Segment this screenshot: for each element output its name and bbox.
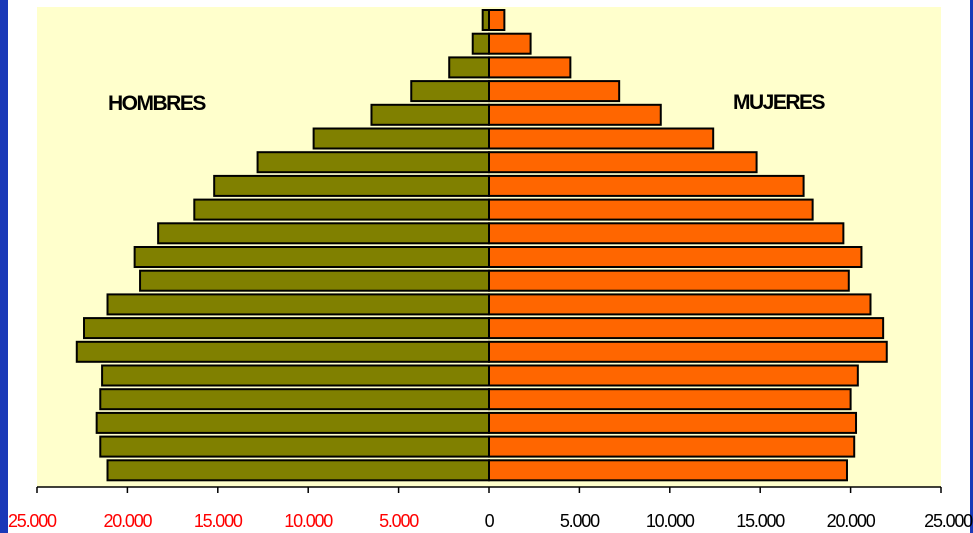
female-bar (488, 56, 572, 79)
male-bar (312, 127, 490, 150)
male-bar (106, 293, 491, 316)
male-bar (75, 340, 490, 363)
male-bar (213, 174, 491, 197)
male-bars (75, 9, 491, 482)
male-bar (448, 56, 490, 79)
male-bar (83, 317, 491, 340)
male-bar (370, 103, 491, 126)
x-tick-label: 20.000 (827, 511, 876, 531)
male-bar (99, 388, 490, 411)
x-axis-tick-labels: 25.000 20.000 15.000 10.000 5.000 0 5.000 10.00… (8, 511, 973, 531)
male-bar (139, 269, 490, 292)
x-tick-label: 25.000 (8, 511, 57, 531)
x-tick-label: 25.000 (924, 511, 973, 531)
x-tick-label: 15.000 (194, 511, 243, 531)
male-bar (256, 151, 490, 174)
male-bar (106, 459, 491, 482)
x-tick-label: 5.000 (379, 511, 419, 531)
x-tick-label: 15.000 (736, 511, 785, 531)
male-bar (95, 411, 490, 434)
female-bar (488, 459, 848, 482)
male-series-label: HOMBRES (108, 92, 206, 115)
female-series-label: MUJERES (733, 91, 826, 114)
female-bar (488, 435, 856, 458)
x-tick-label: 0 (485, 511, 495, 531)
male-bar (133, 246, 491, 268)
male-bar (101, 364, 490, 387)
male-bar (193, 198, 491, 221)
female-bar (488, 151, 758, 174)
female-bar (488, 222, 845, 245)
female-bar (488, 317, 885, 340)
female-bar (488, 127, 715, 150)
x-axis-ticks (36, 487, 942, 493)
female-bar (488, 80, 621, 103)
female-bar (488, 340, 888, 363)
male-bar (410, 80, 491, 103)
female-bar (488, 32, 532, 55)
male-bar (99, 435, 490, 458)
x-tick-label: 5.000 (560, 511, 600, 531)
female-bar (488, 174, 805, 197)
female-bar (488, 9, 506, 31)
female-bar (488, 388, 852, 411)
female-bars (488, 9, 888, 482)
female-bar (488, 246, 863, 268)
x-tick-label: 10.000 (284, 511, 333, 531)
female-bar (488, 269, 850, 292)
female-bar (488, 293, 872, 316)
male-bar (157, 222, 491, 245)
female-bar (488, 364, 859, 387)
female-bar (488, 103, 662, 126)
male-bar (471, 32, 490, 55)
female-bar (488, 198, 814, 221)
x-tick-label: 20.000 (103, 511, 152, 531)
x-tick-label: 10.000 (646, 511, 695, 531)
female-bar (488, 411, 858, 434)
